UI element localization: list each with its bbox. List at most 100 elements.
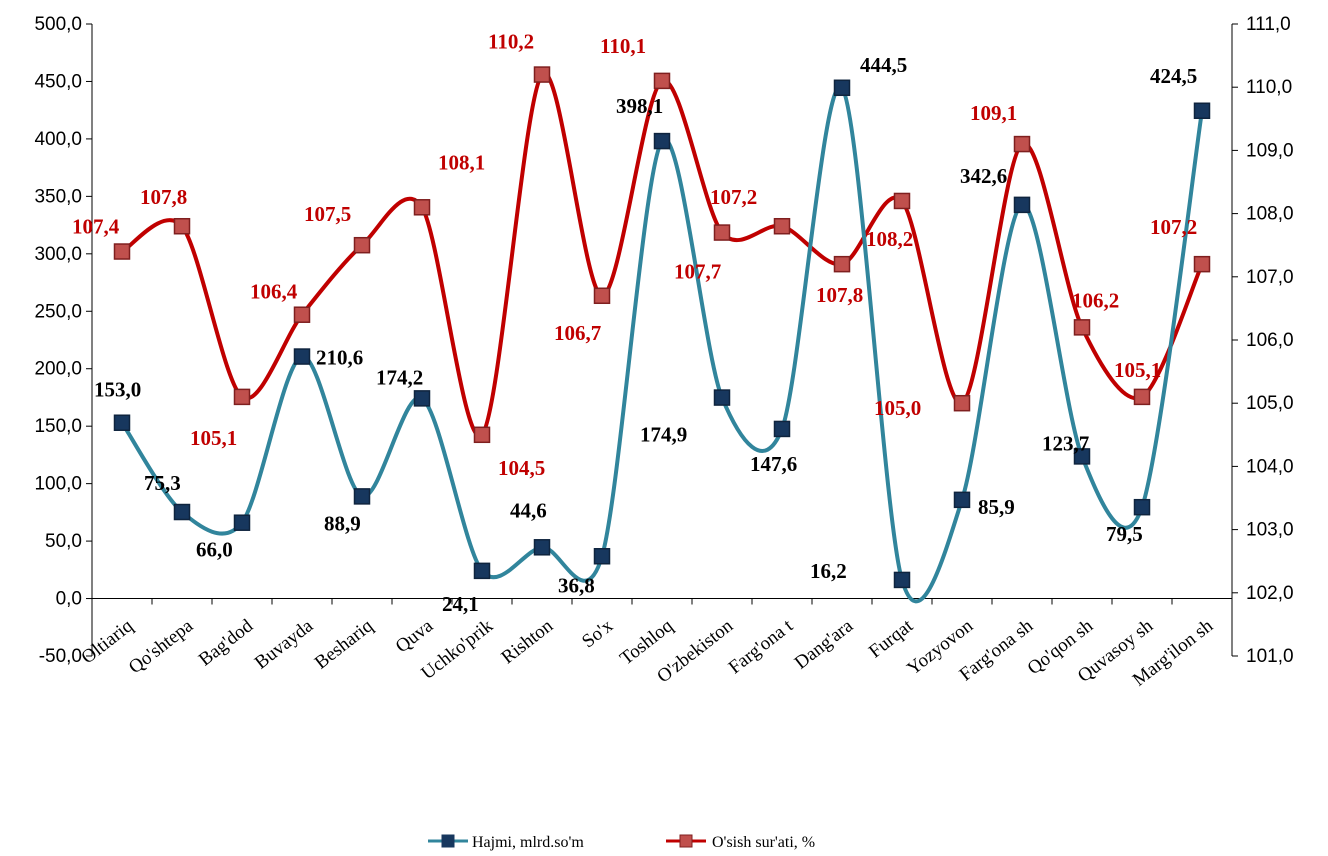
y-left-tick-label: 500,0 [34, 14, 82, 35]
marker-osish [233, 388, 251, 406]
marker-osish [1073, 319, 1091, 336]
legend-marker-hajmi [441, 834, 455, 848]
y-right-tick-label: 109,0 [1246, 140, 1294, 161]
data-label-osish: 104,5 [498, 456, 545, 480]
category-label: Quva [392, 615, 438, 657]
marker-osish [1013, 135, 1031, 153]
data-label-hajmi: 210,6 [316, 346, 363, 370]
legend-label-hajmi: Hajmi, mlrd.so'm [472, 834, 584, 851]
category-label: Bag'dod [195, 615, 258, 670]
y-right-tick-label: 102,0 [1246, 583, 1294, 604]
marker-osish [293, 306, 311, 323]
marker-hajmi [1193, 102, 1211, 120]
y-right-tick-label: 110,0 [1246, 77, 1292, 98]
marker-hajmi [1073, 448, 1091, 465]
category-label: Farg'ona t [725, 615, 798, 678]
data-label-osish: 107,8 [816, 283, 863, 307]
marker-hajmi [953, 491, 971, 509]
data-label-hajmi: 123,7 [1042, 431, 1089, 455]
y-left-tick-label: 400,0 [34, 129, 82, 150]
data-label-hajmi: 24,1 [442, 592, 479, 616]
data-label-hajmi: 88,9 [324, 511, 361, 535]
y-left-tick-label: 100,0 [34, 474, 82, 495]
y-right-tick-label: 107,0 [1246, 267, 1294, 288]
data-label-osish: 110,2 [488, 30, 534, 54]
y-left-tick-label: 250,0 [34, 301, 82, 322]
y-left-tick-label: 200,0 [34, 359, 82, 380]
series-lines [120, 71, 1204, 604]
marker-osish [953, 394, 971, 412]
data-label-osish: 107,4 [72, 215, 120, 239]
data-label-hajmi: 36,8 [558, 573, 595, 597]
y-left-tick-label: -50,0 [39, 646, 82, 667]
marker-hajmi [833, 79, 851, 97]
marker-hajmi [473, 562, 491, 580]
marker-hajmi [773, 420, 791, 438]
y-left-tick-label: 350,0 [34, 186, 82, 207]
marker-osish [893, 192, 911, 210]
marker-osish [1193, 255, 1211, 273]
y-right-tick-label: 105,0 [1246, 393, 1294, 414]
data-label-hajmi: 153,0 [94, 378, 141, 402]
legend-marker-osish [679, 834, 693, 848]
y-right-tick-label: 111,0 [1246, 14, 1291, 35]
data-label-hajmi: 16,2 [810, 559, 847, 583]
markers [113, 66, 1211, 589]
marker-hajmi [653, 132, 671, 150]
data-label-hajmi: 75,3 [144, 471, 181, 495]
data-label-osish: 106,4 [250, 280, 298, 304]
marker-hajmi [233, 514, 251, 531]
marker-hajmi [713, 389, 731, 406]
marker-hajmi [413, 390, 431, 407]
category-label: Rishton [498, 615, 558, 668]
data-label-hajmi: 398,1 [616, 94, 663, 118]
marker-osish [773, 217, 791, 235]
marker-osish [1133, 388, 1151, 406]
marker-hajmi [1013, 196, 1031, 214]
marker-osish [533, 66, 551, 83]
y-right-tick-label: 103,0 [1246, 520, 1294, 541]
y-right-tick-label: 104,0 [1246, 456, 1294, 477]
category-label: So'x [578, 615, 617, 652]
marker-hajmi [1133, 498, 1151, 516]
marker-osish [113, 243, 131, 260]
y-left-tick-label: 0,0 [56, 589, 82, 610]
data-label-hajmi: 424,5 [1150, 64, 1197, 88]
y-right-tick-label: 108,0 [1246, 204, 1294, 225]
y-right-tick-label: 106,0 [1246, 330, 1294, 351]
marker-osish [713, 224, 731, 241]
data-label-hajmi: 66,0 [196, 538, 233, 562]
data-label-hajmi: 44,6 [510, 498, 547, 522]
data-label-osish: 107,2 [710, 185, 757, 209]
data-label-hajmi: 147,6 [750, 452, 797, 476]
data-label-osish: 110,1 [600, 34, 646, 58]
data-label-osish: 107,2 [1150, 215, 1197, 239]
marker-osish [653, 72, 671, 90]
y-right-tick-label: 101,0 [1246, 646, 1294, 667]
y-left-tick-label: 300,0 [34, 244, 82, 265]
data-label-osish: 107,7 [674, 260, 721, 284]
marker-hajmi [293, 348, 311, 365]
marker-hajmi [593, 548, 611, 565]
legend: Hajmi, mlrd.so'm O'sish sur'ati, % [428, 834, 815, 851]
category-label: Furqat [865, 615, 918, 663]
y-left-tick-label: 450,0 [34, 71, 82, 92]
data-label-hajmi: 444,5 [860, 53, 907, 77]
axes: -50,0 0,0 50,0 100,0 150,0 200,0 250,0 300,0 350… [34, 14, 1293, 667]
data-label-hajmi: 79,5 [1106, 522, 1143, 546]
data-label-osish: 105,1 [1114, 358, 1161, 382]
data-label-hajmi: 174,2 [376, 365, 423, 389]
data-labels: 153,0 75,3 66,0 210,6 88,9 174,2 24,1 44,6 36,8 3… [72, 30, 1197, 616]
marker-osish [473, 426, 491, 444]
marker-hajmi [113, 414, 131, 431]
category-label: Qo'shtepa [125, 615, 198, 678]
data-label-osish: 107,8 [140, 185, 187, 209]
marker-hajmi [353, 488, 371, 505]
data-label-hajmi: 342,6 [960, 164, 1007, 188]
data-label-osish: 109,1 [970, 101, 1017, 125]
data-label-osish: 105,1 [190, 426, 237, 450]
data-label-hajmi: 85,9 [978, 495, 1015, 519]
data-label-osish: 105,0 [874, 396, 921, 420]
marker-hajmi [893, 571, 911, 589]
